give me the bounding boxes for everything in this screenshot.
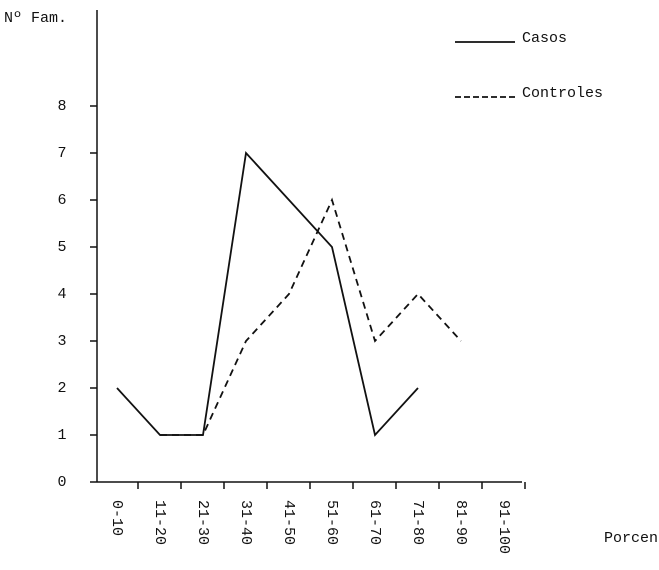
x-tick-label: 81-90: [452, 500, 469, 545]
x-tick-label: 31-40: [237, 500, 254, 545]
y-tick-label: 0: [57, 474, 66, 491]
x-tick-label: 11-20: [151, 500, 168, 545]
x-axis-label: Porcentaje: [604, 530, 659, 547]
x-tick-label: 41-50: [280, 500, 297, 545]
x-tick-label: 51-60: [323, 500, 340, 545]
y-tick-label: 6: [57, 192, 66, 209]
series-line: [160, 197, 462, 436]
legend-label: Controles: [522, 85, 603, 102]
x-tick-label: 91-100: [495, 500, 512, 554]
x-tick-label: 0-10: [108, 500, 125, 536]
legend-label: Casos: [522, 30, 567, 47]
y-tick-label: 5: [57, 239, 66, 256]
x-tick-label: 21-30: [194, 500, 211, 545]
y-tick-label: 4: [57, 286, 66, 303]
x-tick-label: 71-80: [409, 500, 426, 545]
y-tick-label: 1: [57, 427, 66, 444]
y-tick-label: 3: [57, 333, 66, 350]
x-tick-label: 61-70: [366, 500, 383, 545]
y-axis-label: Nº Fam.: [4, 10, 67, 27]
y-tick-label: 8: [57, 98, 66, 115]
series-line: [116, 151, 419, 437]
y-tick-label: 7: [57, 145, 66, 162]
y-tick-label: 2: [57, 380, 66, 397]
